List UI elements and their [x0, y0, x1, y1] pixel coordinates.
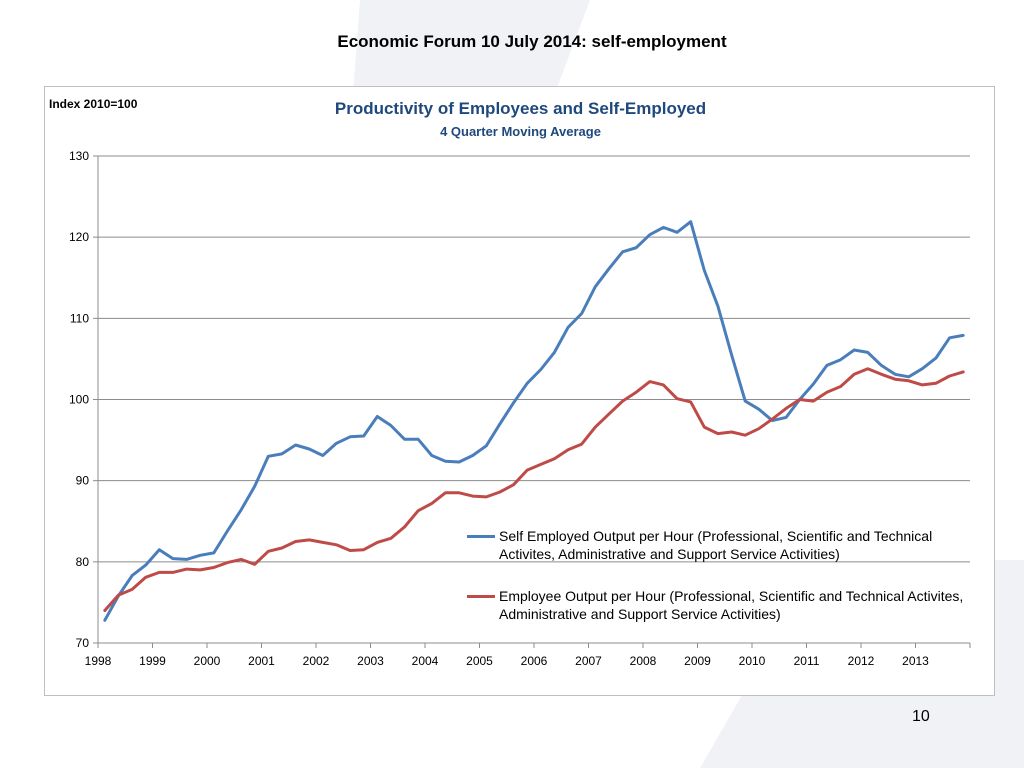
y-tick-label: 130 [69, 149, 89, 163]
series-line-self-employed [103, 220, 965, 622]
x-tick-label: 2011 [794, 654, 820, 668]
y-tick-label: 100 [69, 393, 89, 407]
x-tick-label: 1999 [139, 654, 166, 668]
x-tick-label: 1998 [85, 654, 112, 668]
x-tick-label: 2013 [902, 654, 929, 668]
y-tick-label: 120 [69, 230, 89, 244]
x-tick-label: 2009 [684, 654, 711, 668]
page-number: 10 [912, 708, 930, 725]
x-tick-label: 2012 [848, 654, 875, 668]
x-tick-label: 2005 [466, 654, 493, 668]
y-tick-label: 110 [70, 311, 89, 325]
line-chart: 70 80 90 100 110 120 130 1998 1999 2000 2001 2002 20… [69, 149, 971, 668]
chart-subtitle: 4 Quarter Moving Average [440, 124, 601, 139]
chart-title: Productivity of Employees and Self-Emplo… [334, 99, 707, 118]
y-tick-label: 80 [76, 555, 90, 569]
x-tick-label: 2002 [303, 654, 330, 668]
x-tick-label: 2010 [739, 654, 766, 668]
y-tick-label: 90 [76, 474, 90, 488]
x-tick-label: 2007 [575, 654, 602, 668]
x-tick-label: 2000 [194, 654, 221, 668]
x-tick-label: 2004 [412, 654, 439, 668]
y-tick-label: 70 [76, 636, 90, 650]
legend-label-employee: Employee Output per Hour (Professional, … [499, 588, 964, 622]
legend-swatch-employee [467, 595, 495, 598]
x-tick-label: 2003 [357, 654, 384, 668]
x-tick-label: 2001 [248, 654, 275, 668]
chart-frame: 70 80 90 100 110 120 130 1998 1999 2000 2001 2002 20… [44, 86, 995, 696]
x-tick-label: 2008 [630, 654, 657, 668]
series-line-employee [103, 367, 965, 612]
slide-title: Economic Forum 10 July 2014: self-employ… [337, 32, 727, 51]
legend-label-self-employed: Self Employed Output per Hour (Professio… [499, 528, 933, 562]
x-tick-label: 2006 [521, 654, 548, 668]
legend-item-self-employed: Self Employed Output per Hour (Professio… [467, 527, 987, 563]
legend-swatch-self-employed [467, 535, 495, 538]
chart-legend: Self Employed Output per Hour (Professio… [467, 527, 987, 647]
y-axis-label: Index 2010=100 [49, 97, 138, 111]
legend-item-employee: Employee Output per Hour (Professional, … [467, 587, 987, 623]
